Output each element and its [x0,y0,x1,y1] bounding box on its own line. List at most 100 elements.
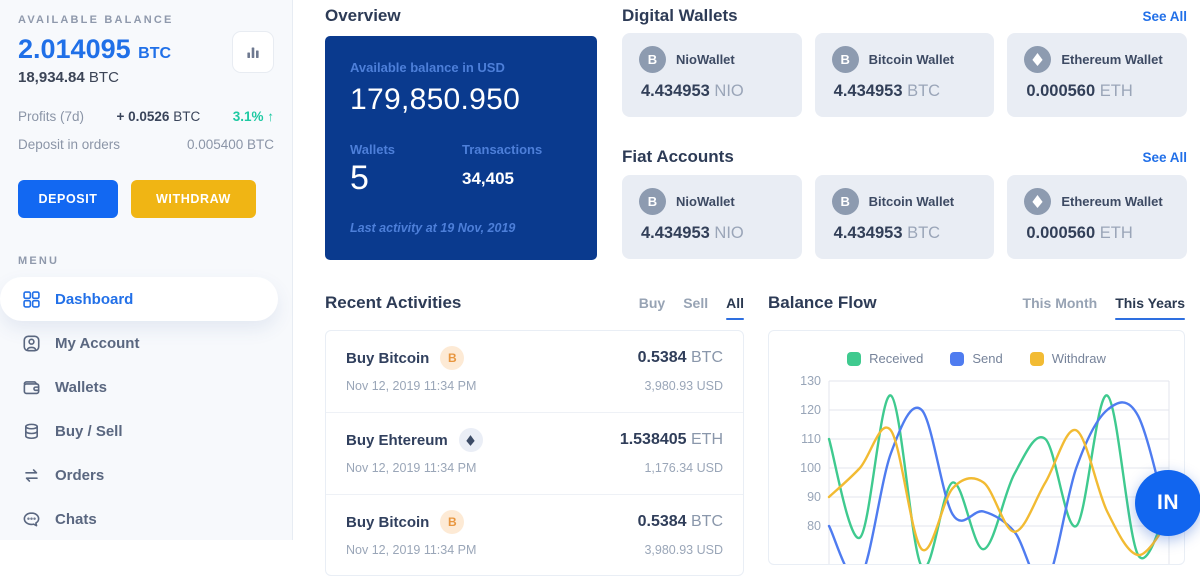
tab-this-years[interactable]: This Years [1115,295,1185,320]
sidebar: AVAILABLE BALANCE 2.014095 BTC 18,934.84… [0,0,293,540]
bar-chart-icon [247,47,259,58]
activity-date: Nov 12, 2019 11:34 PM [346,461,477,475]
bitcoin-icon: B [831,188,859,215]
activity-title: Buy Ehtereum [346,428,483,452]
received-swatch-icon [847,351,862,366]
wallet-amount: 4.434953 NIO [641,224,744,242]
sidebar-item-label: Buy / Sell [55,422,123,440]
svg-text:120: 120 [800,403,821,417]
transactions-label: Transactions [462,142,543,157]
legend-withdraw[interactable]: Withdraw [1029,351,1106,366]
sidebar-item-label: Wallets [55,378,107,396]
wallet-card-niowallet[interactable]: B NioWallet 4.434953 NIO [622,33,802,117]
user-icon [22,334,41,353]
fiat-card-niowallet[interactable]: B NioWallet 4.434953 NIO [622,175,802,259]
sidebar-item-buy-sell[interactable]: Buy / Sell [0,409,292,453]
deposit-button[interactable]: DEPOSIT [18,180,118,219]
last-activity-text: Last activity at 19 Nov, 2019 [350,221,516,235]
deposit-in-orders-label: Deposit in orders [18,137,121,153]
deposit-in-orders-row: Deposit in orders 0.005400 BTC [18,137,292,152]
sidebar-item-label: Dashboard [55,290,134,308]
withdraw-swatch-icon [1029,351,1044,366]
fiat-card-ethereum[interactable]: Ethereum Wallet 0.000560 ETH [1007,175,1188,259]
sidebar-item-my-account[interactable]: My Account [0,321,292,365]
chat-widget-button[interactable]: IN [1135,470,1200,536]
svg-text:110: 110 [801,432,821,446]
profits-value: + 0.0526 BTC [116,109,201,125]
sidebar-item-wallets[interactable]: Wallets [0,365,292,409]
activity-title: Buy Bitcoin B [346,346,465,370]
primary-balance: 2.014095 BTC [18,34,172,64]
profits-label: Profits (7d) [18,109,85,125]
wallet-amount: 4.434953 BTC [833,224,941,242]
recent-activities-list: Buy Bitcoin B 0.5384 BTC Nov 12, 2019 11… [325,330,744,576]
overview-title: Overview [325,6,401,25]
wallet-name: Ethereum Wallet [1061,194,1163,209]
balance-flow-title: Balance Flow [768,293,877,312]
recent-activities-title: Recent Activities [325,293,462,312]
in-logo: IN [1157,491,1179,514]
wallet-amount: 4.434953 BTC [833,82,941,100]
activity-amount: 0.5384 BTC [637,513,723,530]
activity-title: Buy Bitcoin B [346,510,465,534]
overview-card: Available balance in USD 179,850.950 Wal… [325,36,597,260]
balance-flow-tabs: This Month This Years [1022,295,1185,320]
swap-arrows-icon [22,466,41,485]
sidebar-item-label: Chats [55,510,97,528]
chat-bubble-icon [22,510,41,529]
wallet-name: NioWallet [676,52,735,67]
deposit-in-orders-value: 0.005400 BTC [186,137,274,153]
balance-flow-card: Received Send Withdraw 130 120 110 100 90 80 [768,330,1185,565]
activities-filter-tabs: Buy Sell All [638,295,744,320]
fiat-accounts-see-all-link[interactable]: See All [1142,150,1187,165]
tab-all[interactable]: All [726,295,744,320]
wallet-name: Ethereum Wallet [1061,52,1163,67]
activity-date: Nov 12, 2019 11:34 PM [346,379,477,393]
profits-percent: 3.1% ↑ [232,109,274,125]
usd-balance-value: 179,850.950 [350,83,521,116]
primary-balance-unit: BTC [138,45,172,62]
fiat-accounts-row: B NioWallet 4.434953 NIO B Bitcoin Walle… [622,175,1188,259]
tab-sell[interactable]: Sell [683,295,709,311]
bitcoin-icon: B [440,346,465,370]
activity-row[interactable]: Buy Ehtereum 1.538405 ETH Nov 12, 2019 1… [326,413,743,495]
activity-row[interactable]: Buy Bitcoin B 0.5384 BTC Nov 12, 2019 11… [326,331,743,413]
wallet-amount: 0.000560 ETH [1026,82,1133,100]
sidebar-item-label: Orders [55,466,105,484]
wallet-name: NioWallet [676,194,735,209]
wallets-count: 5 [350,159,369,197]
wallet-card-bitcoin[interactable]: B Bitcoin Wallet 4.434953 BTC [814,33,995,117]
ethereum-icon [1024,46,1052,73]
wallet-name: Bitcoin Wallet [868,194,955,209]
coins-icon [22,422,41,441]
sidebar-item-chats[interactable]: Chats [0,497,292,541]
activity-row[interactable]: Buy Bitcoin B 0.5384 BTC Nov 12, 2019 11… [326,495,743,575]
balance-row: 2.014095 BTC 18,934.84 BTC [18,31,292,87]
tab-buy[interactable]: Buy [638,295,666,311]
secondary-balance: 18,934.84 BTC [18,69,119,87]
wallet-card-ethereum[interactable]: Ethereum Wallet 0.000560 ETH [1007,33,1188,117]
balance-stats-button[interactable] [232,31,274,73]
sidebar-item-orders[interactable]: Orders [0,453,292,497]
legend-received[interactable]: Received [847,351,923,366]
bitcoin-icon: B [831,46,859,73]
usd-balance-label: Available balance in USD [350,60,505,75]
ethereum-icon [1024,188,1052,215]
tab-this-month[interactable]: This Month [1022,295,1098,311]
wallet-name: Bitcoin Wallet [868,52,955,67]
activity-amount: 0.5384 BTC [637,349,723,366]
activity-amount: 1.538405 ETH [619,431,723,448]
chart-legend: Received Send Withdraw [769,351,1184,366]
ethereum-icon [458,428,483,452]
legend-send[interactable]: Send [950,351,1003,366]
withdraw-button[interactable]: WITHDRAW [131,180,256,219]
digital-wallets-see-all-link[interactable]: See All [1142,9,1187,24]
secondary-balance-unit: BTC [88,69,119,87]
transactions-count: 34,405 [462,169,514,188]
arrow-up-icon: ↑ [267,109,274,125]
send-swatch-icon [950,351,965,366]
sidebar-item-dashboard[interactable]: Dashboard [0,277,278,322]
svg-text:130: 130 [800,374,821,388]
fiat-card-bitcoin[interactable]: B Bitcoin Wallet 4.434953 BTC [814,175,995,259]
digital-wallets-title: Digital Wallets [622,6,738,25]
